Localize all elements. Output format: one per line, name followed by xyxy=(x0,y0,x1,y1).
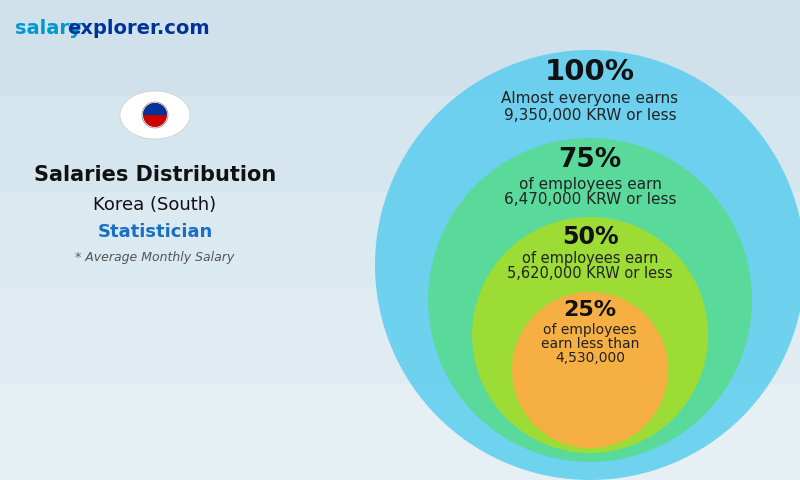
Text: Almost everyone earns: Almost everyone earns xyxy=(502,91,678,106)
Wedge shape xyxy=(143,103,167,115)
Text: explorer.com: explorer.com xyxy=(67,19,210,37)
Bar xyxy=(0,288,800,384)
Text: * Average Monthly Salary: * Average Monthly Salary xyxy=(75,252,234,264)
Circle shape xyxy=(472,217,708,453)
Text: Statistician: Statistician xyxy=(98,223,213,241)
Text: 4,530,000: 4,530,000 xyxy=(555,351,625,365)
Text: 6,470,000 KRW or less: 6,470,000 KRW or less xyxy=(504,192,676,207)
Text: Korea (South): Korea (South) xyxy=(94,196,217,214)
Ellipse shape xyxy=(120,91,190,139)
Text: of employees: of employees xyxy=(543,323,637,337)
Text: of employees earn: of employees earn xyxy=(522,252,658,266)
Text: salary: salary xyxy=(15,19,82,37)
Text: 9,350,000 KRW or less: 9,350,000 KRW or less xyxy=(504,108,676,123)
Text: 100%: 100% xyxy=(545,58,635,86)
Text: of employees earn: of employees earn xyxy=(518,177,662,192)
Text: Salaries Distribution: Salaries Distribution xyxy=(34,165,276,185)
Text: 75%: 75% xyxy=(558,147,622,173)
Circle shape xyxy=(375,50,800,480)
Circle shape xyxy=(512,292,668,448)
Bar xyxy=(0,192,800,288)
Text: 25%: 25% xyxy=(563,300,617,320)
Text: 50%: 50% xyxy=(562,225,618,249)
Bar xyxy=(0,384,800,480)
Circle shape xyxy=(143,103,167,127)
Text: 5,620,000 KRW or less: 5,620,000 KRW or less xyxy=(507,266,673,281)
Circle shape xyxy=(428,138,752,462)
Text: earn less than: earn less than xyxy=(541,337,639,351)
Bar xyxy=(0,96,800,192)
Bar xyxy=(0,0,800,96)
